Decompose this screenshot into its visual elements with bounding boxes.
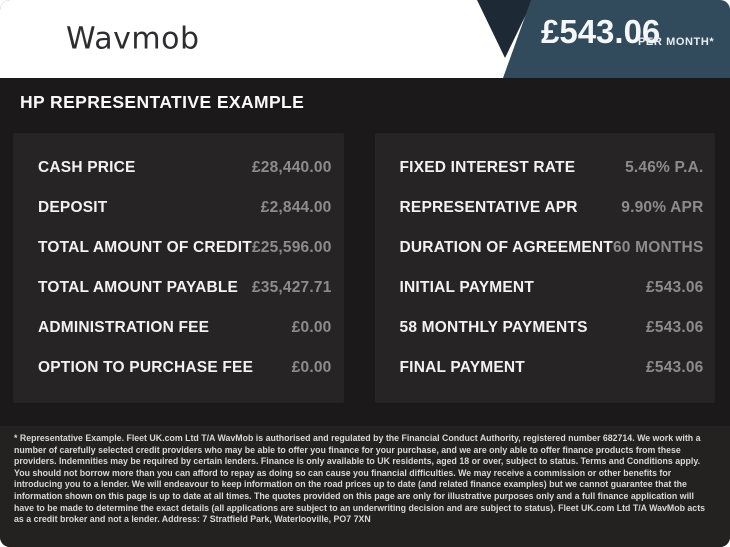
row-label: TOTAL AMOUNT PAYABLE [38, 279, 239, 296]
table-row: FINAL PAYMENT £543.06 [375, 348, 716, 388]
row-value: £35,427.71 [251, 279, 332, 296]
row-label: DURATION OF AGREEMENT [399, 239, 613, 256]
row-value: £543.06 [646, 319, 704, 336]
finance-panels: CASH PRICE £28,440.00 DEPOSIT £2,844.00 … [13, 133, 716, 403]
row-value: £25,596.00 [251, 239, 332, 256]
row-label: CASH PRICE [38, 159, 136, 176]
table-row: REPRESENTATIVE APR 9.90% APR [375, 188, 716, 228]
price-banner: £543.06 PER MONTH* [503, 0, 730, 78]
row-value: £2,844.00 [260, 199, 332, 216]
monthly-price: £543.06 [541, 13, 661, 50]
row-label: INITIAL PAYMENT [399, 279, 534, 296]
table-row: TOTAL AMOUNT PAYABLE £35,427.71 [13, 268, 344, 308]
wavmob-logo: Wavmob [66, 21, 200, 57]
table-row: DEPOSIT £2,844.00 [13, 188, 344, 228]
row-label: 58 MONTHLY PAYMENTS [399, 319, 588, 336]
row-label: ADMINISTRATION FEE [38, 319, 210, 336]
footer: * Representative Example. Fleet UK.com L… [0, 426, 730, 547]
legal-disclaimer: * Representative Example. Fleet UK.com L… [14, 433, 706, 525]
table-row: FIXED INTEREST RATE 5.46% P.A. [375, 148, 716, 188]
row-value: £0.00 [291, 319, 332, 336]
row-value: £28,440.00 [251, 159, 332, 176]
row-value: £0.00 [291, 359, 332, 376]
row-value: 5.46% P.A. [625, 159, 704, 176]
row-value: £543.06 [646, 359, 704, 376]
table-row: TOTAL AMOUNT OF CREDIT £25,596.00 [13, 228, 344, 268]
row-label: FIXED INTEREST RATE [399, 159, 576, 176]
row-value: 9.90% APR [621, 199, 704, 216]
table-row: DURATION OF AGREEMENT 60 MONTHS [375, 228, 716, 268]
monthly-price-suffix: PER MONTH* [638, 36, 715, 48]
table-row: INITIAL PAYMENT £543.06 [375, 268, 716, 308]
row-label: TOTAL AMOUNT OF CREDIT [38, 239, 252, 256]
row-label: REPRESENTATIVE APR [399, 199, 578, 216]
finance-panel-right: FIXED INTEREST RATE 5.46% P.A. REPRESENT… [374, 133, 716, 403]
row-value: £543.06 [646, 279, 704, 296]
row-value: 60 MONTHS [612, 239, 704, 256]
table-row: CASH PRICE £28,440.00 [13, 148, 344, 188]
table-row: ADMINISTRATION FEE £0.00 [13, 308, 344, 348]
finance-panel-left: CASH PRICE £28,440.00 DEPOSIT £2,844.00 … [13, 133, 344, 403]
section-title: HP REPRESENTATIVE EXAMPLE [20, 92, 305, 112]
row-label: FINAL PAYMENT [399, 359, 525, 376]
header: Wavmob £543.06 PER MONTH* [0, 0, 730, 78]
table-row: 58 MONTHLY PAYMENTS £543.06 [375, 308, 716, 348]
row-label: OPTION TO PURCHASE FEE [38, 359, 254, 376]
table-row: OPTION TO PURCHASE FEE £0.00 [13, 348, 344, 388]
row-label: DEPOSIT [38, 199, 108, 216]
